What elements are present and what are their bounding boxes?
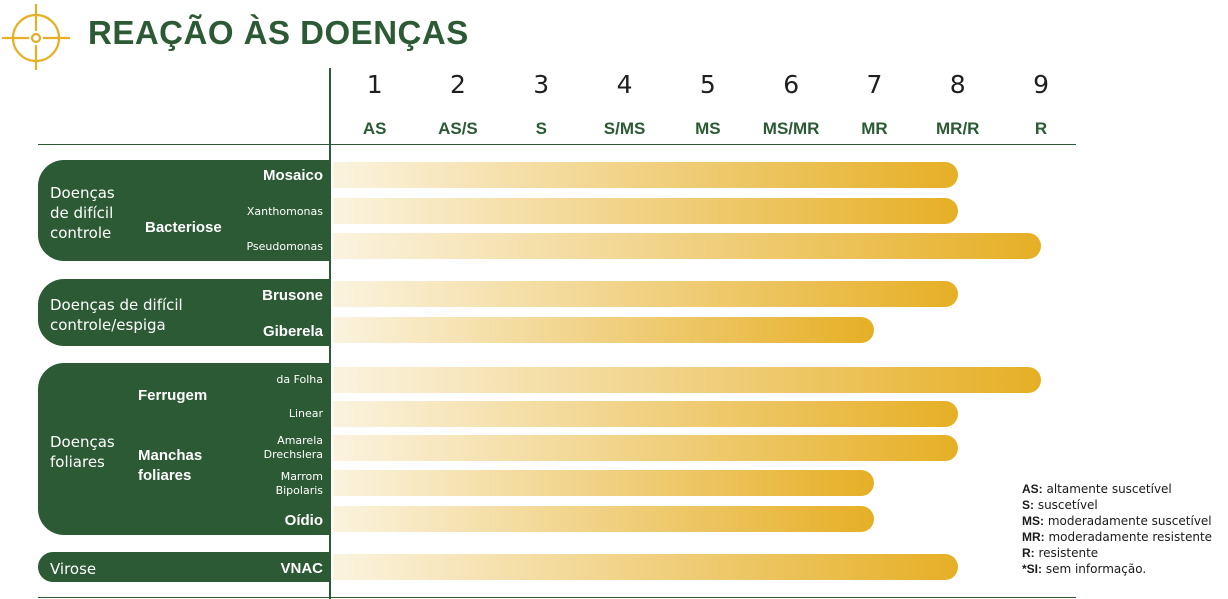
- legend-item-as: AS: altamente suscetível: [1022, 482, 1172, 496]
- bar-brusone: [333, 281, 958, 307]
- bar-mosaico: [333, 162, 958, 188]
- bar-vnac: [333, 554, 958, 580]
- legend-item-r: R: resistente: [1022, 546, 1099, 560]
- row-label-brusone: Brusone: [235, 281, 329, 309]
- legend-item-s: S: suscetível: [1022, 498, 1098, 512]
- subgroup-label-manchas-foliares: Manchas foliares: [132, 433, 222, 499]
- legend: AS: altamente suscetível S: suscetível M…: [1022, 481, 1212, 577]
- subgroup-label-bacteriose: Bacteriose: [139, 194, 231, 261]
- scale-number-1: 1: [366, 70, 383, 99]
- scale-number-6: 6: [783, 70, 800, 99]
- bar-o-dio: [333, 506, 875, 532]
- scale-code-1: AS: [362, 119, 387, 138]
- scale-code-6: MS/MR: [762, 119, 820, 138]
- row-label-vnac: VNAC: [156, 554, 329, 582]
- bar-giberela: [333, 317, 875, 343]
- row-label-giberela: Giberela: [235, 316, 329, 346]
- subgroup-label-ferrugem: Ferrugem: [132, 365, 222, 427]
- group-label-controle-espiga: Doenças de difícil controle/espiga: [50, 296, 183, 334]
- bar-marrom-bipolaris: [333, 470, 875, 496]
- bar-pseudomonas: [333, 233, 1042, 259]
- scale-code-4: S/MS: [603, 119, 646, 138]
- scale-number-7: 7: [866, 70, 883, 99]
- scale-number-3: 3: [533, 70, 550, 99]
- scale-number-4: 4: [616, 70, 633, 99]
- crosshair-target-icon: [2, 4, 70, 70]
- row-label-linear: Linear: [225, 400, 329, 428]
- scale-code-3: S: [535, 119, 547, 138]
- scale-code-9: R: [1034, 119, 1048, 138]
- bar-da-folha: [333, 367, 1042, 393]
- scale-number-5: 5: [699, 70, 716, 99]
- scale-code-8: MR/R: [936, 119, 980, 138]
- bar-amarela-drechslera: [333, 435, 958, 461]
- scale-code-7: MR: [861, 119, 888, 138]
- scale-number-9: 9: [1033, 70, 1049, 99]
- group-label-foliares: Doenças foliares: [50, 433, 115, 471]
- group-label-dificil-controle: Doenças de difícil controle: [50, 184, 115, 242]
- scale-code-5: MS: [695, 119, 721, 138]
- row-label-pseudomonas: Pseudomonas: [234, 232, 329, 261]
- scale-number-8: 8: [949, 70, 966, 99]
- bar-xanthomonas: [333, 198, 958, 224]
- scale-number-2: 2: [449, 70, 466, 99]
- row-label-marrom-bipolaris: Marrom Bipolaris: [225, 469, 329, 499]
- bar-linear: [333, 401, 958, 427]
- legend-item-si: *SI: sem informação.: [1022, 562, 1147, 576]
- row-label-mosaico: Mosaico: [139, 162, 329, 188]
- row-label-da-folha: da Folha: [225, 366, 329, 393]
- group-label-virose: Virose: [50, 560, 97, 578]
- row-label-amarela-drechslera: Amarela Drechslera: [225, 433, 329, 463]
- legend-item-ms: MS: moderadamente suscetível: [1022, 514, 1212, 528]
- row-label-oidio: Oídio: [132, 505, 329, 535]
- header-divider: [38, 144, 1076, 145]
- legend-item-mr: MR: moderadamente resistente: [1022, 530, 1213, 544]
- axis-divider: [329, 68, 331, 599]
- bottom-divider: [38, 597, 1076, 598]
- scale-code-2: AS/S: [438, 119, 478, 138]
- page-title: REAÇÃO ÀS DOENÇAS: [88, 14, 469, 51]
- row-label-xanthomonas: Xanthomonas: [234, 198, 329, 226]
